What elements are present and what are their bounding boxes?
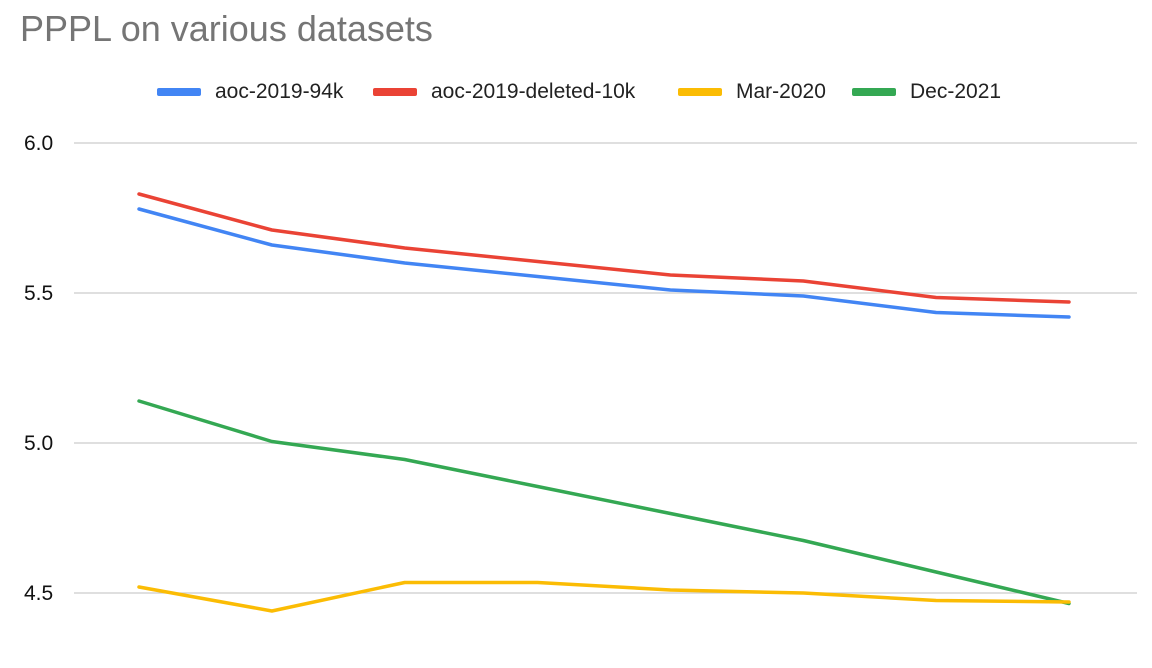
data-point[interactable] — [797, 275, 809, 287]
data-point[interactable] — [797, 587, 809, 599]
legend-swatch — [678, 88, 722, 96]
data-point[interactable] — [399, 577, 411, 589]
legend-item-dec-2021[interactable]: Dec-2021 — [852, 78, 1001, 106]
y-tick-label: 5.5 — [24, 282, 53, 305]
data-point[interactable] — [930, 307, 942, 319]
legend-label: aoc-2019-deleted-10k — [431, 80, 636, 103]
data-point[interactable] — [664, 584, 676, 596]
data-point[interactable] — [266, 224, 278, 236]
series-line-mar-2020[interactable] — [137, 580, 1071, 613]
data-point[interactable] — [266, 436, 278, 448]
data-point[interactable] — [133, 203, 145, 215]
legend-label: Dec-2021 — [910, 80, 1002, 103]
data-point[interactable] — [1063, 596, 1075, 608]
data-point[interactable] — [266, 605, 278, 617]
series-lines — [133, 188, 1075, 617]
data-point[interactable] — [532, 256, 544, 268]
legend-swatch — [157, 88, 201, 96]
data-point[interactable] — [133, 395, 145, 407]
data-point[interactable] — [930, 566, 942, 578]
data-point[interactable] — [133, 188, 145, 200]
data-point[interactable] — [930, 292, 942, 304]
legend: aoc-2019-94k aoc-2019-deleted-10k Mar-20… — [0, 78, 1152, 106]
y-tick-label: 4.5 — [24, 582, 53, 605]
data-point[interactable] — [532, 577, 544, 589]
gridlines — [74, 142, 1137, 594]
y-tick-label: 6.0 — [24, 132, 53, 155]
legend-label: aoc-2019-94k — [215, 80, 344, 103]
series-line-dec-2021[interactable] — [137, 399, 1071, 606]
chart-title: PPPL on various datasets — [20, 8, 433, 49]
data-point[interactable] — [532, 271, 544, 283]
data-point[interactable] — [133, 581, 145, 593]
data-point[interactable] — [797, 535, 809, 547]
data-point[interactable] — [399, 242, 411, 254]
data-point[interactable] — [399, 257, 411, 269]
data-point[interactable] — [664, 284, 676, 296]
data-point[interactable] — [664, 269, 676, 281]
data-point[interactable] — [266, 239, 278, 251]
legend-item-mar-2020[interactable]: Mar-2020 — [678, 78, 826, 106]
data-point[interactable] — [1063, 311, 1075, 323]
data-point[interactable] — [532, 481, 544, 493]
legend-item-aoc-2019-94k[interactable]: aoc-2019-94k — [157, 78, 343, 106]
data-point[interactable] — [1063, 296, 1075, 308]
legend-swatch — [373, 88, 417, 96]
series-line-aoc-2019-94k[interactable] — [137, 207, 1071, 319]
y-tick-label: 5.0 — [24, 432, 53, 455]
data-point[interactable] — [797, 290, 809, 302]
legend-item-aoc-2019-deleted-10k[interactable]: aoc-2019-deleted-10k — [373, 78, 635, 106]
y-axis-ticks: 6.0 5.5 5.0 4.5 — [24, 132, 53, 605]
data-point[interactable] — [930, 595, 942, 607]
legend-label: Mar-2020 — [736, 80, 826, 103]
legend-swatch — [852, 88, 896, 96]
data-point[interactable] — [664, 508, 676, 520]
series-line-aoc-2019-deleted-10k[interactable] — [137, 192, 1071, 304]
data-point[interactable] — [399, 454, 411, 466]
